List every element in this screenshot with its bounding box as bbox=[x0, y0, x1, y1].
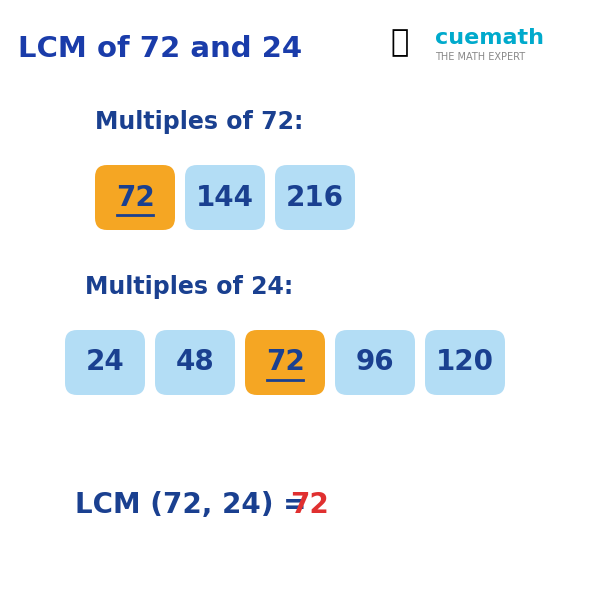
FancyBboxPatch shape bbox=[155, 330, 235, 395]
Text: Multiples of 72:: Multiples of 72: bbox=[95, 110, 304, 134]
Text: 72: 72 bbox=[266, 349, 304, 377]
FancyBboxPatch shape bbox=[185, 165, 265, 230]
Text: 144: 144 bbox=[196, 184, 254, 211]
FancyBboxPatch shape bbox=[335, 330, 415, 395]
Text: 48: 48 bbox=[176, 349, 215, 377]
Text: LCM (72, 24) =: LCM (72, 24) = bbox=[75, 491, 316, 519]
FancyBboxPatch shape bbox=[425, 330, 505, 395]
Text: 🚀: 🚀 bbox=[390, 28, 408, 57]
Text: 120: 120 bbox=[436, 349, 494, 377]
Text: LCM of 72 and 24: LCM of 72 and 24 bbox=[18, 35, 302, 63]
Text: 72: 72 bbox=[290, 491, 329, 519]
Text: 24: 24 bbox=[85, 349, 125, 377]
Text: THE MATH EXPERT: THE MATH EXPERT bbox=[435, 52, 525, 62]
Text: 96: 96 bbox=[356, 349, 394, 377]
FancyBboxPatch shape bbox=[95, 165, 175, 230]
Text: 216: 216 bbox=[286, 184, 344, 211]
FancyBboxPatch shape bbox=[245, 330, 325, 395]
FancyBboxPatch shape bbox=[65, 330, 145, 395]
FancyBboxPatch shape bbox=[275, 165, 355, 230]
Text: Multiples of 24:: Multiples of 24: bbox=[85, 275, 294, 299]
Text: cuemath: cuemath bbox=[435, 28, 544, 48]
Text: 72: 72 bbox=[116, 184, 154, 211]
